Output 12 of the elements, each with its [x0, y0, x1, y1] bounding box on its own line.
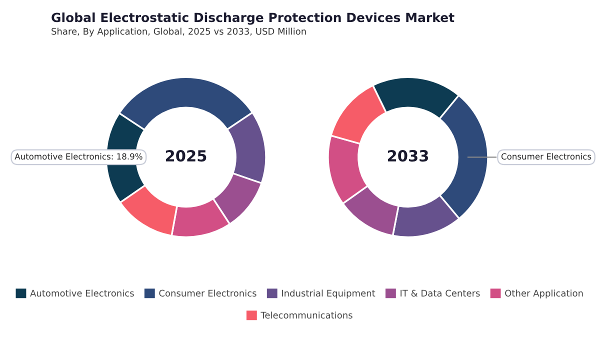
- text: 2025: [166, 150, 206, 162]
- text: Consumer Electronics: [501, 153, 592, 160]
- legend-label: IT & Data Centers: [400, 290, 480, 297]
- legend-label: Telecommunications: [260, 312, 352, 319]
- legend-label: Automotive Electronics: [30, 290, 134, 297]
- legend-label: Other Application: [505, 290, 583, 298]
- text: 2033: [388, 150, 428, 162]
- legend-label: Consumer Electronics: [159, 290, 256, 297]
- chart-title: Global Electrostatic Discharge Protection Devices Market: [52, 12, 454, 25]
- text: Automotive Electronics: 18.9%: [14, 153, 142, 160]
- legend-label: Industrial Equipment: [282, 290, 376, 298]
- chart-subtitle: Share, By Application, Global, 2025 vs 2033, USD Million: [52, 28, 306, 36]
